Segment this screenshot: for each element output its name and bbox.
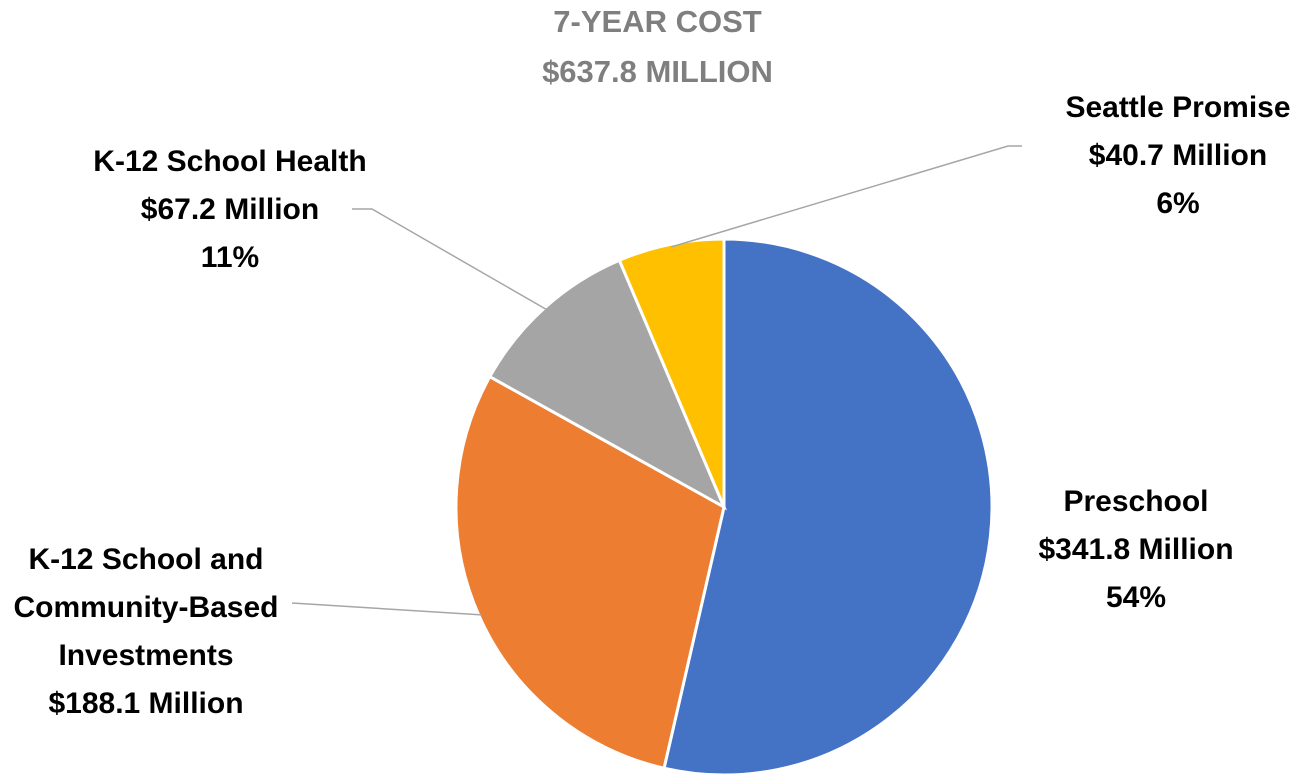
pie-slice-k12-health: [487, 258, 728, 511]
label-seattle-promise: Seattle Promise $40.7 Million 6%: [1048, 84, 1308, 228]
pie-slice-k12-community: [454, 374, 726, 771]
pie-slices: [454, 237, 994, 777]
label-seattle-promise-percent: 6%: [1156, 187, 1200, 220]
chart-title-line-1: 7-YEAR COST: [553, 4, 762, 39]
leader-line-seattle-promise: [670, 145, 1022, 248]
label-k12-community-amount: $188.1 Million: [48, 687, 244, 720]
label-preschool: Preschool $341.8 Million 54%: [1016, 478, 1256, 622]
label-seattle-promise-name: Seattle Promise: [1065, 91, 1291, 124]
chart-title-line-2: $637.8 MILLION: [542, 54, 773, 89]
label-seattle-promise-amount: $40.7 Million: [1088, 139, 1268, 172]
label-k12-community-name-1: K-12 School and: [28, 543, 264, 576]
label-preschool-amount: $341.8 Million: [1038, 533, 1234, 566]
label-k12-community: K-12 School and Community-Based Investme…: [0, 536, 292, 728]
label-preschool-percent: 54%: [1105, 581, 1167, 614]
leader-lines: [291, 145, 1022, 616]
label-k12-community-name-2: Community-Based: [13, 591, 279, 624]
label-preschool-name: Preschool: [1063, 485, 1209, 518]
label-k12-health-name: K-12 School Health: [93, 145, 367, 178]
label-k12-health-percent: 11%: [200, 241, 260, 274]
leader-line-k12-community: [291, 602, 482, 616]
pie-slice-seattle-promise: [617, 237, 726, 508]
leader-line-k12-health: [352, 208, 548, 311]
label-k12-community-name-3: Investments: [58, 639, 234, 672]
pie-slice-preschool: [662, 237, 994, 777]
label-k12-health: K-12 School Health $67.2 Million 11%: [62, 138, 398, 282]
label-k12-health-amount: $67.2 Million: [140, 193, 320, 226]
